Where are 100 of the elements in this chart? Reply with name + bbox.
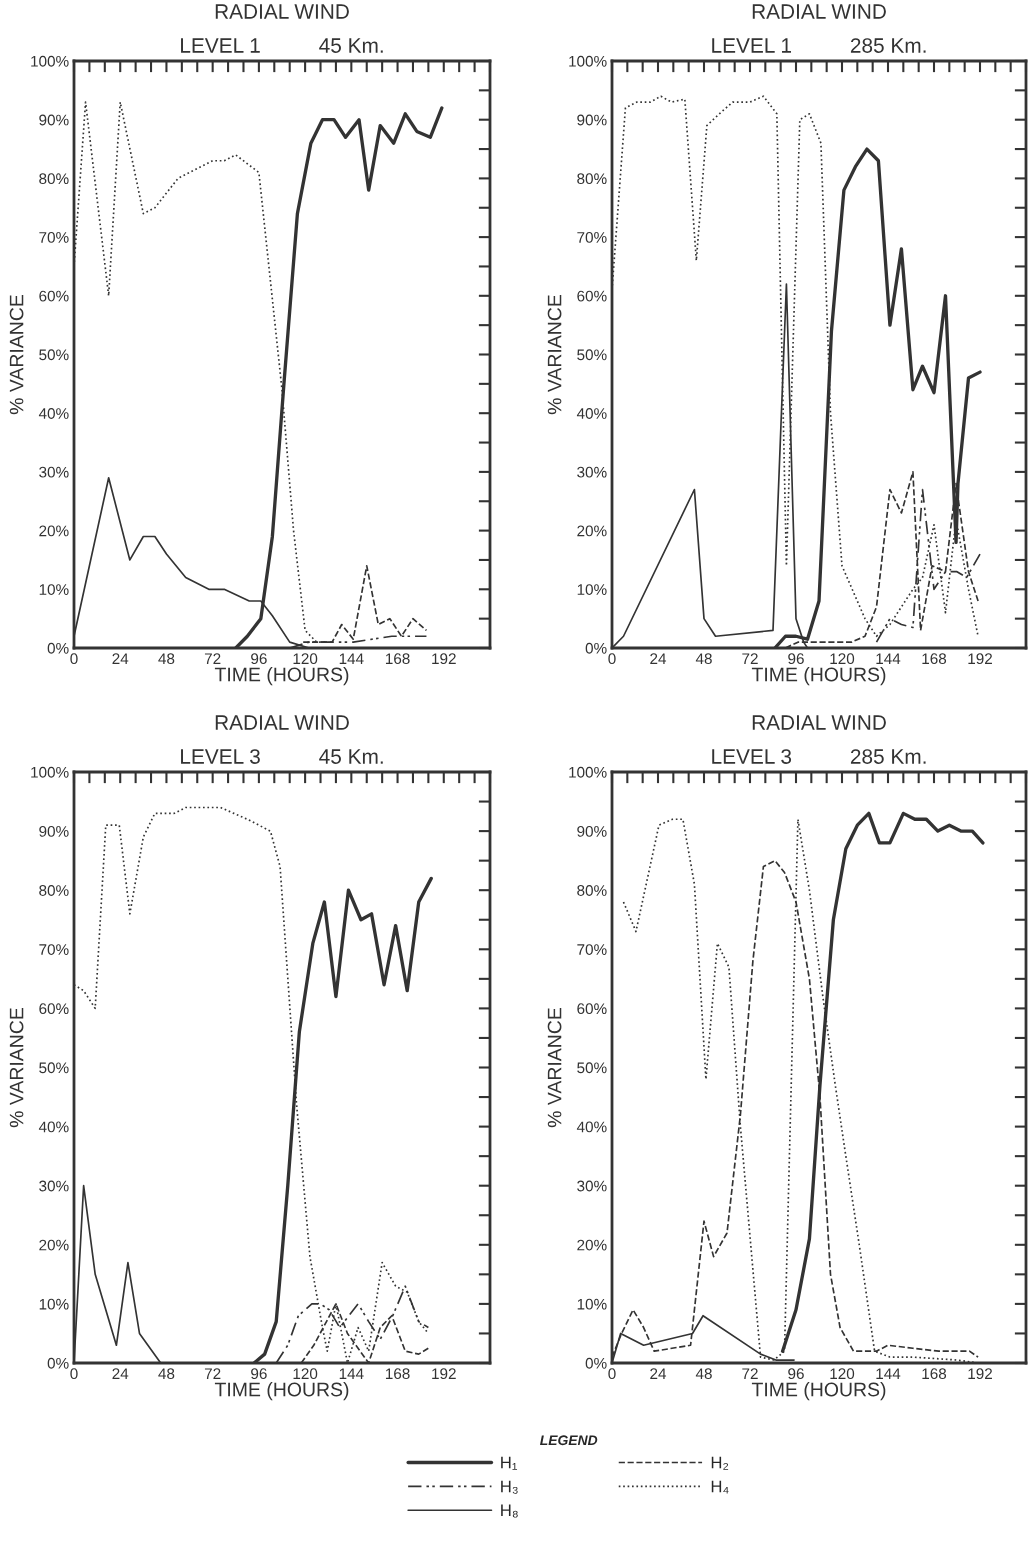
y-tick-label: 0% xyxy=(47,642,69,654)
chart-subtitle: LEVEL 3 285 Km. xyxy=(712,749,926,764)
y-tick-label: 70% xyxy=(577,944,607,955)
y-tick-label: 40% xyxy=(38,1121,69,1133)
x-tick-label: 24 xyxy=(112,1368,129,1379)
x-tick-label: 72 xyxy=(204,1368,221,1379)
x-tick-label: 192 xyxy=(968,653,992,665)
y-tick-label: 30% xyxy=(39,1180,69,1192)
y-axis-title: % VARIANCE xyxy=(547,295,562,415)
x-tick-label: 24 xyxy=(650,653,667,664)
chart-title: RADIAL WIND xyxy=(215,4,349,19)
x-tick-label: 72 xyxy=(742,1368,758,1379)
x-tick-label: 120 xyxy=(830,653,855,665)
x-tick-label: 0 xyxy=(70,653,78,665)
x-tick-label: 96 xyxy=(251,1368,267,1380)
chart-title: RADIAL WIND xyxy=(752,4,886,19)
y-tick-label: 20% xyxy=(39,1239,69,1251)
x-tick-label: 120 xyxy=(293,653,318,665)
y-tick-label: 80% xyxy=(577,173,607,185)
y-tick-label: 100% xyxy=(31,766,69,778)
chart-title: RADIAL WIND xyxy=(215,715,349,730)
x-tick-label: 24 xyxy=(112,653,129,664)
x-tick-label: 48 xyxy=(695,1368,712,1380)
x-tick-label: 72 xyxy=(204,653,221,664)
x-tick-label: 96 xyxy=(788,1368,804,1380)
legend-label: H₃ xyxy=(501,1480,518,1494)
y-tick-label: 0% xyxy=(585,642,607,654)
y-axis-title: % VARIANCE xyxy=(9,1008,24,1128)
y-tick-label: 90% xyxy=(39,114,69,126)
y-tick-label: 30% xyxy=(577,466,607,478)
x-axis-title: TIME (HOURS) xyxy=(214,1382,349,1401)
y-tick-label: 10% xyxy=(577,1298,607,1310)
x-tick-label: 48 xyxy=(158,653,175,665)
y-tick-label: 90% xyxy=(39,825,69,837)
x-tick-label: 192 xyxy=(432,1368,456,1380)
x-tick-label: 144 xyxy=(339,653,364,664)
y-tick-label: 0% xyxy=(585,1357,607,1369)
y-tick-label: 60% xyxy=(577,1003,607,1015)
y-tick-label: 90% xyxy=(577,114,607,126)
y-tick-label: 40% xyxy=(576,1121,607,1133)
y-tick-label: 10% xyxy=(39,584,69,595)
x-axis-title: TIME (HOURS) xyxy=(751,667,886,686)
legend-label: H₄ xyxy=(711,1480,729,1494)
y-tick-label: 10% xyxy=(39,1298,69,1310)
x-tick-label: 192 xyxy=(432,653,456,665)
y-tick-label: 20% xyxy=(577,1239,607,1251)
y-tick-label: 40% xyxy=(576,408,607,419)
x-tick-label: 96 xyxy=(788,653,804,665)
y-tick-label: 70% xyxy=(577,231,607,243)
y-tick-label: 100% xyxy=(31,55,69,67)
x-tick-label: 192 xyxy=(968,1368,992,1380)
y-tick-label: 70% xyxy=(39,231,69,243)
y-tick-label: 20% xyxy=(577,525,607,537)
chart-subtitle: LEVEL 1 285 Km. xyxy=(712,38,926,53)
y-tick-label: 50% xyxy=(577,349,607,361)
y-tick-label: 0% xyxy=(47,1357,69,1369)
y-tick-label: 100% xyxy=(569,766,607,778)
y-tick-label: 80% xyxy=(39,173,69,185)
y-tick-label: 20% xyxy=(39,525,69,537)
y-tick-label: 60% xyxy=(39,290,69,302)
y-tick-label: 10% xyxy=(577,584,607,595)
y-tick-label: 70% xyxy=(39,944,69,955)
chart-subtitle: LEVEL 1 45 Km. xyxy=(181,38,383,53)
legend-label: H₈ xyxy=(501,1504,518,1518)
x-tick-label: 120 xyxy=(293,1368,318,1380)
chart-title: RADIAL WIND xyxy=(752,715,886,730)
x-tick-label: 168 xyxy=(385,1368,410,1380)
x-tick-label: 168 xyxy=(922,653,947,665)
y-tick-label: 50% xyxy=(39,1062,69,1074)
y-axis-title: % VARIANCE xyxy=(9,295,24,415)
x-tick-label: 0 xyxy=(608,653,616,665)
legend-label: H₂ xyxy=(711,1456,729,1470)
x-tick-label: 72 xyxy=(742,653,758,664)
y-tick-label: 80% xyxy=(577,885,607,896)
y-tick-label: 50% xyxy=(39,349,69,361)
x-tick-label: 120 xyxy=(830,1368,855,1380)
x-tick-label: 144 xyxy=(876,653,901,664)
x-axis-title: TIME (HOURS) xyxy=(751,1382,886,1401)
x-tick-label: 144 xyxy=(339,1368,364,1379)
y-tick-label: 80% xyxy=(39,885,69,896)
x-tick-label: 24 xyxy=(650,1368,667,1379)
x-axis-title: TIME (HOURS) xyxy=(214,667,349,686)
chart-subtitle: LEVEL 3 45 Km. xyxy=(181,749,383,764)
y-tick-label: 60% xyxy=(39,1003,69,1015)
y-tick-label: 100% xyxy=(569,55,607,67)
x-tick-label: 144 xyxy=(876,1368,901,1379)
x-tick-label: 0 xyxy=(608,1368,616,1380)
y-tick-label: 30% xyxy=(39,466,69,478)
x-tick-label: 168 xyxy=(385,653,410,665)
legend-label: H₁ xyxy=(501,1456,518,1470)
x-tick-label: 168 xyxy=(922,1368,947,1380)
legend-title: LEGEND xyxy=(540,1435,598,1446)
y-tick-label: 30% xyxy=(577,1180,607,1192)
x-tick-label: 96 xyxy=(251,653,267,665)
y-tick-label: 40% xyxy=(38,408,69,419)
x-tick-label: 48 xyxy=(158,1368,175,1380)
y-axis-title: % VARIANCE xyxy=(547,1008,562,1128)
y-tick-label: 60% xyxy=(577,290,607,302)
y-tick-label: 50% xyxy=(577,1062,607,1074)
y-tick-label: 90% xyxy=(577,825,607,837)
